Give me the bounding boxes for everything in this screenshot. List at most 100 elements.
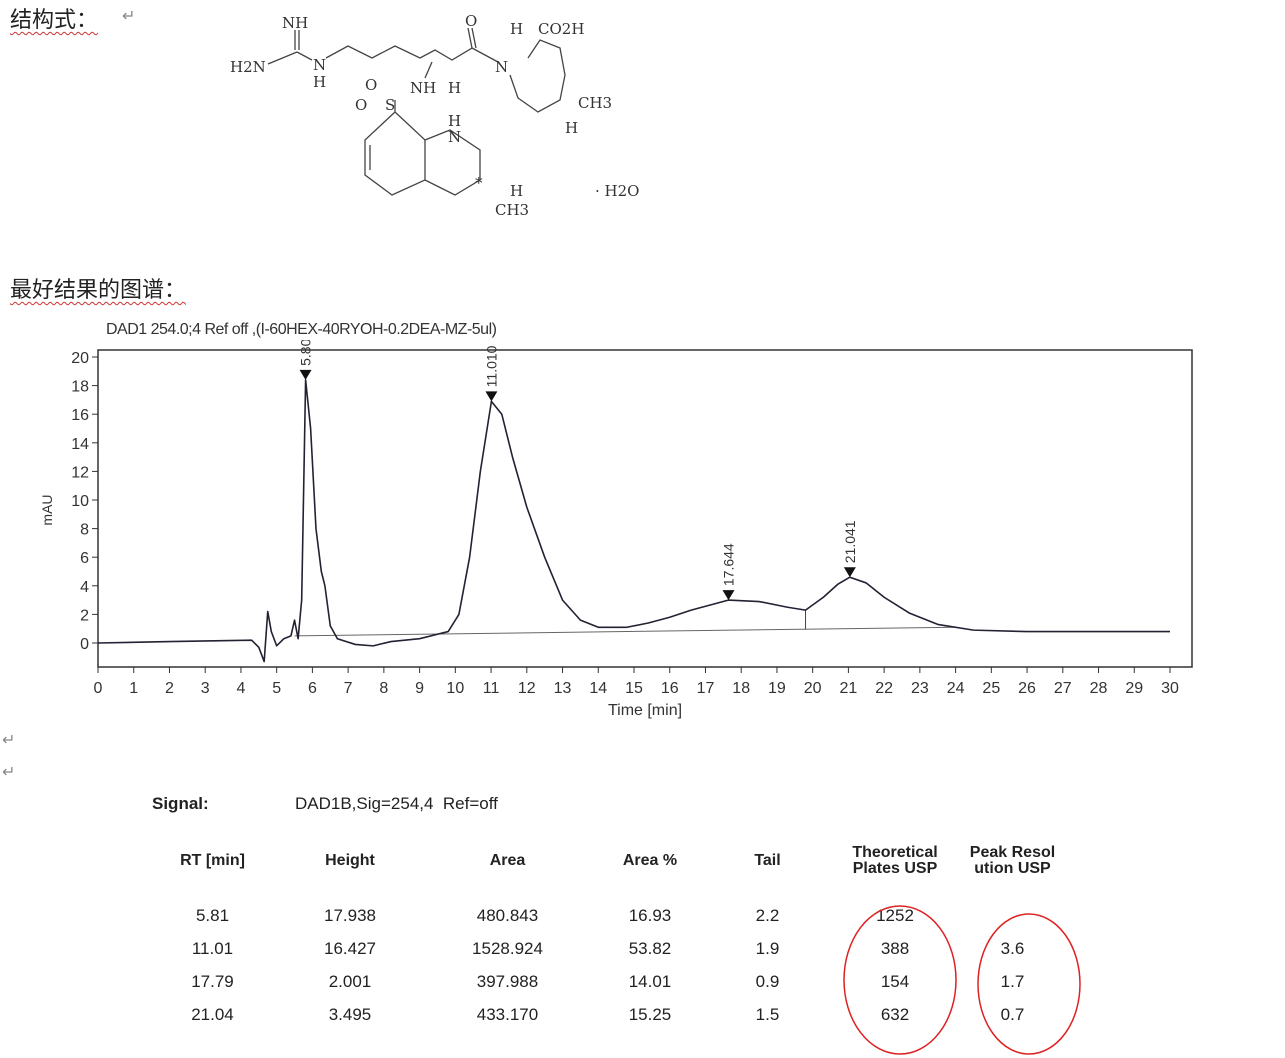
- table-cell: 632: [880, 1004, 910, 1024]
- table-row: 17.79 2.001 397.988 14.01 0.9 154 1.7: [145, 965, 1065, 998]
- x-tick-label: 30: [1161, 680, 1179, 697]
- svg-text:CH3: CH3: [578, 94, 612, 112]
- table-cell: 0.9: [755, 971, 780, 991]
- y-tick-label: 20: [71, 350, 89, 367]
- integration-baseline: [294, 626, 956, 637]
- table-cell: 16.93: [628, 905, 672, 925]
- svg-text:NH: NH: [282, 14, 308, 32]
- svg-text:H: H: [510, 20, 523, 38]
- y-tick-label: 8: [80, 522, 89, 539]
- table-cell: 5.81: [195, 905, 230, 925]
- table-cell: 2.2: [755, 905, 780, 925]
- table-cell: 1528.924: [472, 938, 543, 958]
- chromatogram: 0 1 2 3 4 5 6 7 8 9 10 11 12 13 14 15 16 17 18 19 20 21 22 23 24…: [39, 340, 1193, 719]
- table-cell: 1.9: [755, 938, 780, 958]
- peak-table: RT [min] Height Area Area % Tail Theoretical …: [145, 822, 1065, 1031]
- table-cell: 480.843: [476, 905, 539, 925]
- table-cell: 21.04: [191, 1004, 234, 1024]
- table-row: 21.04 3.495 433.170 15.25 1.5 632 0.7: [145, 998, 1065, 1031]
- table-cell: 388: [880, 938, 910, 958]
- x-tick-label: 8: [379, 680, 388, 697]
- y-tick-label: 16: [71, 407, 89, 424]
- structure-label: 结构式：: [10, 8, 99, 33]
- y-tick-label: 0: [80, 636, 89, 653]
- peak-label: 5.808: [298, 340, 314, 366]
- x-tick-label: 17: [697, 680, 715, 697]
- svg-text:S: S: [385, 96, 395, 114]
- peak-label: 17.644: [720, 543, 736, 586]
- svg-text:O: O: [355, 96, 367, 114]
- svg-text:H: H: [313, 73, 326, 91]
- table-cell: 0.7: [1000, 1004, 1025, 1024]
- column-header: Theoretical Plates USP: [852, 843, 938, 877]
- signal-label: Signal:: [152, 794, 209, 813]
- svg-text:· H2O: · H2O: [595, 182, 639, 200]
- x-tick-label: 13: [554, 680, 572, 697]
- x-tick-label: 5: [272, 680, 281, 697]
- x-tick-label: 11: [483, 680, 500, 697]
- x-axis-label: Time [min]: [608, 702, 682, 719]
- svg-text:O: O: [365, 76, 377, 94]
- x-tick-label: 7: [344, 680, 353, 697]
- y-tick-label: 10: [71, 493, 89, 510]
- return-mark: ↵: [2, 732, 16, 749]
- y-tick-label: 2: [80, 607, 89, 624]
- plot-frame: [97, 349, 1193, 668]
- x-tick-label: 19: [768, 680, 786, 697]
- x-tick-label: 2: [165, 680, 174, 697]
- svg-text:N: N: [495, 58, 508, 76]
- x-tick-label: 27: [1054, 680, 1072, 697]
- table-cell: [960, 899, 1065, 932]
- peak-marker: [843, 567, 856, 578]
- table-cell: 3.495: [328, 1004, 372, 1024]
- svg-text:O: O: [465, 12, 477, 30]
- x-tick-label: 20: [804, 680, 822, 697]
- x-tick-label: 4: [236, 680, 245, 697]
- x-tick-label: 29: [1125, 680, 1143, 697]
- x-tick-label: 23: [911, 680, 929, 697]
- table-cell: 433.170: [476, 1004, 539, 1024]
- y-tick-label: 12: [71, 464, 89, 481]
- table-cell: 17.79: [191, 971, 234, 991]
- table-cell: 1.5: [755, 1004, 780, 1024]
- svg-text:N: N: [313, 56, 326, 74]
- peak-label: 11.010: [483, 345, 499, 387]
- column-header: Area: [489, 851, 526, 869]
- table-cell: 17.938: [324, 905, 376, 925]
- chart-title: DAD1 254.0;4 Ref off ,(I-60HEX-40RYOH-0.…: [106, 321, 497, 338]
- svg-text:H: H: [510, 182, 523, 200]
- x-tick-label: 1: [129, 680, 138, 697]
- table-cell: 1252: [876, 905, 914, 925]
- x-tick-label: 24: [947, 680, 965, 697]
- table-cell: 11.01: [191, 938, 234, 958]
- x-tick-label: 26: [1018, 680, 1036, 697]
- x-tick-label: 18: [732, 680, 750, 697]
- svg-text:H: H: [448, 79, 461, 97]
- column-header: Tail: [754, 851, 781, 869]
- x-tick-label: 9: [415, 680, 424, 697]
- peak-marker: [299, 369, 312, 380]
- signal-trace: [97, 379, 1170, 663]
- peak-marker: [485, 391, 498, 402]
- signal-value: DAD1B,Sig=254,4 Ref=off: [295, 794, 498, 813]
- table-cell: 16.427: [324, 938, 376, 958]
- column-header: Area %: [622, 851, 678, 869]
- x-tick-label: 15: [625, 680, 643, 697]
- x-tick-label: 0: [94, 680, 103, 697]
- column-header: Peak Resol ution USP: [969, 843, 1056, 877]
- x-tick-label: 22: [875, 680, 893, 697]
- table-cell: 154: [880, 971, 910, 991]
- y-tick-label: 6: [80, 550, 89, 567]
- x-tick-label: 6: [308, 680, 317, 697]
- x-tick-label: 16: [661, 680, 679, 697]
- x-tick-label: 12: [518, 680, 536, 697]
- y-axis-label: mAU: [39, 494, 55, 525]
- svg-text:H2N: H2N: [230, 58, 266, 76]
- svg-text:CH3: CH3: [495, 201, 529, 219]
- y-tick-label: 4: [80, 579, 89, 596]
- table-cell: 1.7: [1000, 971, 1025, 991]
- x-tick-label: 14: [589, 680, 607, 697]
- y-tick-label: 14: [71, 436, 89, 453]
- peak-marker: [722, 590, 735, 601]
